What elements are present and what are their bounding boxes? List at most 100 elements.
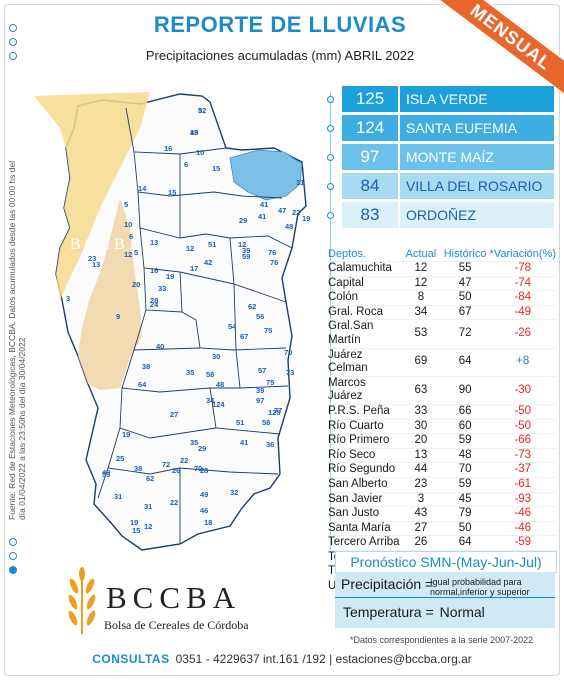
- station-value: 28: [150, 296, 159, 305]
- station-value: 39: [242, 246, 251, 255]
- lake-mar-chiquita: [229, 149, 303, 201]
- table-header-row: Deptos. Actual Histórico *Variación(%): [328, 247, 556, 262]
- dot-icon: [327, 183, 334, 190]
- station-value: 49: [200, 490, 209, 499]
- station-value: 75: [266, 378, 275, 387]
- station-value: 73: [286, 368, 295, 377]
- historic-value: 47: [440, 275, 490, 291]
- historic-value: 70: [440, 462, 490, 478]
- dot-icon: [327, 125, 334, 132]
- actual-value: 3: [401, 491, 441, 507]
- station-value: 48: [216, 380, 225, 389]
- historic-value: 59: [440, 433, 490, 449]
- station-value: 35: [190, 438, 199, 447]
- station-value: 39: [256, 386, 265, 395]
- variation-value: -93: [489, 491, 556, 507]
- top5-ranking: 125 ISLA VERDE 124 SANTA EUFEMIA 97 MONT…: [327, 86, 554, 231]
- station-value: 18: [204, 518, 213, 527]
- table-row: Río Segundo 44 70 -37: [328, 462, 556, 478]
- variation-value: -59: [489, 535, 556, 551]
- station-value: 32: [230, 488, 239, 497]
- station-value: 12: [186, 244, 195, 253]
- station-value: 6: [184, 160, 189, 169]
- station-value: 42: [204, 258, 213, 267]
- contact-line: CONSULTAS 0351 - 4229637 int.161 /192 | e…: [0, 652, 564, 666]
- table-row: Tercero Arriba 26 64 -59: [328, 535, 556, 551]
- logo-fullname: Bolsa de Cereales de Córdoba: [104, 618, 249, 632]
- dot-icon: [9, 552, 17, 560]
- dot-icon: [9, 24, 17, 32]
- station-value: 76: [270, 258, 279, 267]
- table-row: Río Seco 13 48 -73: [328, 447, 556, 463]
- station-value: 29: [198, 444, 207, 453]
- dept-name: Marcos Juárez: [328, 375, 402, 405]
- station-value: 13: [150, 238, 159, 247]
- station-value: 31: [114, 492, 123, 501]
- top5-row: 83 ORDOÑEZ: [327, 202, 554, 228]
- station-value: 46: [200, 506, 209, 515]
- top5-value: 97: [342, 144, 398, 170]
- table-row: Marcos Juárez 63 90 -30: [328, 375, 556, 405]
- dot-icon: [9, 538, 17, 546]
- dot-icon: [9, 38, 17, 46]
- actual-value: 12: [401, 275, 441, 291]
- variation-value: -73: [489, 447, 556, 463]
- station-value: 38: [134, 464, 143, 473]
- dot-icon: [9, 52, 17, 60]
- top5-value: 84: [342, 173, 398, 199]
- station-value: 5: [134, 248, 139, 257]
- station-value: 17: [190, 264, 199, 273]
- dot-icon: [9, 566, 17, 574]
- map-watermark: BCCBA: [70, 236, 145, 253]
- station-value: 32: [198, 106, 207, 115]
- table-row: San Alberto 23 59 -61: [328, 476, 556, 492]
- actual-value: 8: [401, 290, 441, 306]
- table-row: Capital 12 47 -74: [328, 275, 556, 291]
- actual-value: 13: [401, 447, 441, 463]
- station-value: 5: [198, 106, 203, 115]
- station-value: 125: [268, 408, 281, 417]
- dept-name: Río Seco: [328, 447, 402, 463]
- historic-value: 79: [440, 506, 490, 522]
- station-value: 12: [238, 240, 247, 249]
- station-value: 58: [206, 370, 215, 379]
- station-value: 41: [260, 200, 269, 209]
- mountain-region: [78, 198, 142, 390]
- station-value: 48: [285, 222, 294, 231]
- actual-value: 44: [401, 462, 441, 478]
- report-subtitle: Precipitaciones acumuladas (mm) ABRIL 20…: [145, 48, 415, 63]
- dept-name: Río Cuarto: [328, 418, 402, 434]
- dept-name: San Alberto: [328, 476, 402, 492]
- actual-value: 63: [401, 375, 441, 405]
- station-value: 41: [258, 212, 267, 221]
- station-value: 20: [132, 280, 141, 289]
- table-row: Río Primero 20 59 -66: [328, 433, 556, 449]
- station-value: 31: [144, 502, 153, 511]
- station-value: 51: [236, 418, 245, 427]
- variation-value: -50: [489, 403, 556, 420]
- table-row: Gral.San Martín 53 72 -26: [328, 319, 556, 349]
- station-value: 28: [200, 466, 209, 475]
- station-value: 67: [240, 332, 249, 341]
- station-value: 13: [92, 260, 101, 269]
- station-value: 58: [262, 418, 271, 427]
- station-value: 3: [66, 294, 71, 303]
- station-value: 19: [130, 518, 139, 527]
- variation-value: -74: [489, 275, 556, 291]
- station-value: 57: [258, 366, 267, 375]
- table-row: Gral. Roca 34 67 -49: [328, 304, 556, 320]
- station-value: 72: [162, 460, 171, 469]
- station-value: 76: [268, 248, 277, 257]
- actual-value: 27: [401, 520, 441, 536]
- station-value: 62: [248, 302, 257, 311]
- temp-value: Normal: [439, 604, 485, 620]
- historic-value: 48: [440, 447, 490, 463]
- dept-name: Tercero Arriba: [328, 535, 402, 551]
- table-body: Calamuchita 12 55 -78 Capital 12 47 -74 Colón 8 50…: [328, 261, 556, 594]
- variation-value: -50: [489, 418, 556, 434]
- station-value: 10: [196, 148, 205, 157]
- header-actual: Actual: [405, 248, 437, 260]
- historic-value: 50: [440, 520, 490, 536]
- station-value: 24: [150, 300, 159, 309]
- top5-row: 97 MONTE MAÍZ: [327, 144, 554, 170]
